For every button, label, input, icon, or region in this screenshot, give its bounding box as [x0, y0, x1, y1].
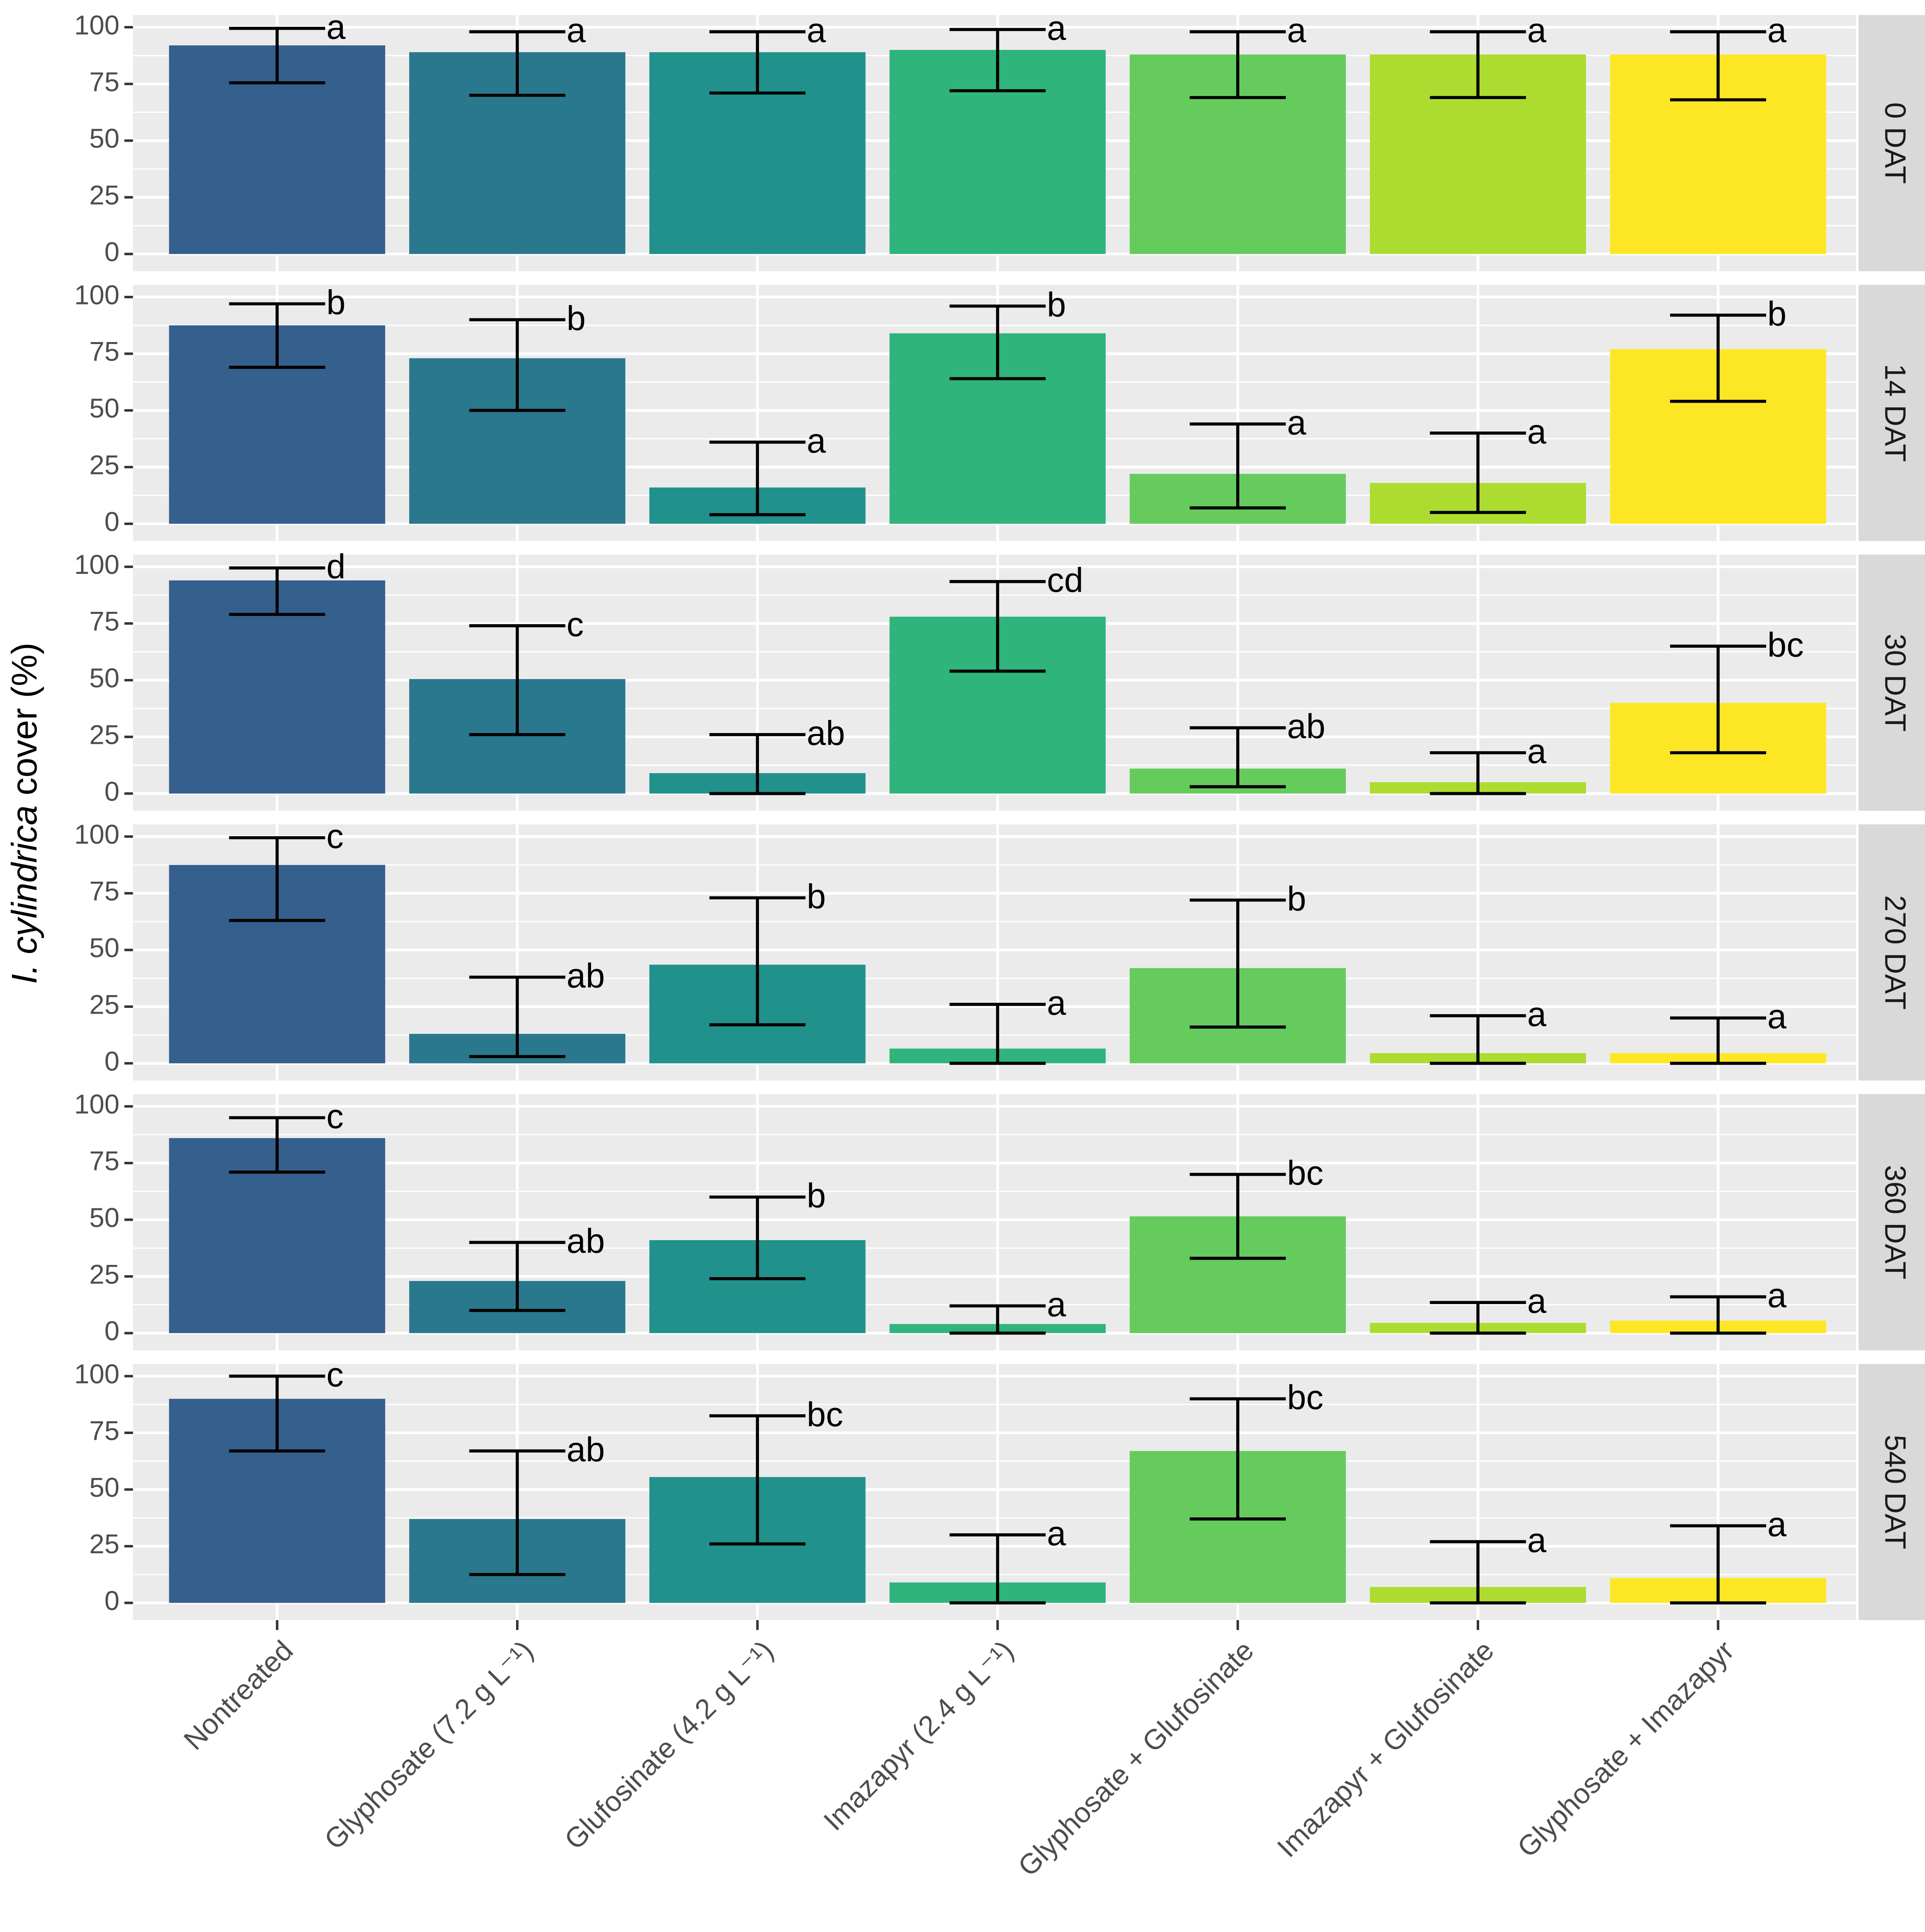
significance-letter: b: [807, 1176, 826, 1215]
significance-letter: ab: [1287, 707, 1325, 745]
strip-background: [1858, 1094, 1925, 1351]
y-tick-label: 75: [90, 876, 120, 906]
significance-letter: a: [807, 421, 826, 460]
significance-letter: ab: [567, 1222, 605, 1260]
y-tick-label: 100: [74, 1359, 120, 1389]
strip-background: [1858, 824, 1925, 1081]
significance-letter: c: [326, 1355, 344, 1394]
significance-letter: a: [1527, 11, 1547, 50]
significance-letter: a: [326, 7, 346, 46]
panel-background: [133, 1363, 1856, 1621]
significance-letter: c: [567, 605, 584, 644]
y-tick-label: 100: [74, 1089, 120, 1119]
x-tick-label: Glyphosate + Imazapyr: [1511, 1635, 1740, 1864]
strip-label: 0 DAT: [1878, 102, 1911, 184]
y-tick-label: 0: [104, 507, 120, 537]
y-tick-label: 25: [90, 1529, 120, 1559]
strip-label: 270 DAT: [1878, 895, 1911, 1010]
significance-letter: a: [807, 11, 826, 50]
significance-letter: ab: [567, 956, 605, 995]
significance-letter: b: [1047, 285, 1066, 324]
significance-letter: b: [1287, 879, 1306, 918]
significance-letter: a: [1527, 1521, 1547, 1559]
strip-label: 30 DAT: [1878, 634, 1911, 732]
y-tick-label: 75: [90, 606, 120, 637]
significance-letter: bc: [1287, 1378, 1323, 1417]
y-tick-label: 50: [90, 1472, 120, 1503]
y-tick-label: 50: [90, 663, 120, 693]
x-tick-label: Imazapyr + Glufosinate: [1271, 1635, 1500, 1864]
strip-label: 540 DAT: [1878, 1435, 1911, 1549]
significance-letter: b: [1767, 294, 1787, 333]
significance-letter: a: [1767, 997, 1787, 1036]
y-tick-label: 75: [90, 67, 120, 97]
strip-label: 14 DAT: [1878, 364, 1911, 462]
y-tick-label: 100: [74, 550, 120, 580]
significance-letter: a: [1527, 1281, 1547, 1320]
y-tick-label: 0: [104, 1586, 120, 1616]
significance-letter: ab: [807, 714, 845, 753]
significance-letter: ab: [567, 1430, 605, 1469]
significance-letter: b: [807, 877, 826, 915]
significance-letter: a: [1287, 403, 1306, 442]
significance-letter: a: [1527, 732, 1547, 771]
y-tick-label: 75: [90, 1146, 120, 1176]
significance-letter: bc: [1287, 1154, 1323, 1192]
significance-letter: cd: [1047, 561, 1083, 599]
y-tick-label: 25: [90, 450, 120, 480]
x-tick-label: Glyphosate (7.2 g L⁻¹): [318, 1635, 539, 1856]
significance-letter: a: [1767, 1276, 1787, 1314]
significance-letter: d: [326, 547, 346, 586]
panel-background: [133, 1094, 1856, 1351]
significance-letter: b: [567, 299, 586, 337]
y-tick-label: 100: [74, 10, 120, 40]
panel-background: [133, 824, 1856, 1081]
significance-letter: a: [1527, 412, 1547, 451]
significance-letter: b: [326, 283, 346, 322]
significance-letter: a: [1767, 11, 1787, 50]
y-tick-label: 75: [90, 337, 120, 367]
y-tick-label: 100: [74, 280, 120, 310]
significance-letter: a: [1047, 9, 1066, 47]
y-tick-label: 0: [104, 1046, 120, 1076]
significance-letter: a: [1047, 1514, 1066, 1552]
significance-letter: bc: [1767, 625, 1804, 664]
y-tick-label: 25: [90, 989, 120, 1019]
x-tick-label: Imazapyr (2.4 g L⁻¹): [818, 1635, 1020, 1837]
y-tick-label: 25: [90, 719, 120, 750]
significance-letter: a: [1527, 995, 1547, 1033]
significance-letter: a: [1047, 1285, 1066, 1323]
y-tick-label: 50: [90, 123, 120, 153]
y-tick-label: 0: [104, 1316, 120, 1346]
y-tick-label: 0: [104, 237, 120, 267]
y-tick-label: 75: [90, 1415, 120, 1446]
x-tick-label: Glufosinate (4.2 g L⁻¹): [558, 1635, 780, 1856]
y-tick-label: 50: [90, 1203, 120, 1233]
significance-letter: c: [326, 1097, 344, 1135]
significance-letter: a: [1287, 11, 1306, 50]
x-tick-label: Glyphosate + Glufosinate: [1012, 1635, 1260, 1882]
significance-letter: a: [567, 11, 586, 50]
significance-letter: bc: [807, 1395, 843, 1434]
y-axis-title-rest: cover (%): [5, 642, 45, 795]
strip-background: [1858, 554, 1925, 811]
significance-letter: c: [326, 817, 344, 856]
y-tick-label: 0: [104, 776, 120, 807]
x-tick-label: Nontreated: [177, 1635, 299, 1756]
strip-background: [1858, 1363, 1925, 1621]
y-tick-label: 25: [90, 180, 120, 210]
significance-letter: a: [1767, 1505, 1787, 1543]
strip-background: [1858, 15, 1925, 271]
y-tick-label: 50: [90, 393, 120, 423]
strip-label: 360 DAT: [1878, 1165, 1911, 1279]
strip-background: [1858, 285, 1925, 541]
y-tick-label: 50: [90, 933, 120, 963]
significance-letter: a: [1047, 984, 1066, 1022]
y-tick-label: 100: [74, 819, 120, 849]
y-tick-label: 25: [90, 1259, 120, 1289]
y-axis-title: I. cylindrica cover (%): [5, 642, 45, 984]
y-axis-title-italic: I. cylindrica: [5, 805, 45, 984]
